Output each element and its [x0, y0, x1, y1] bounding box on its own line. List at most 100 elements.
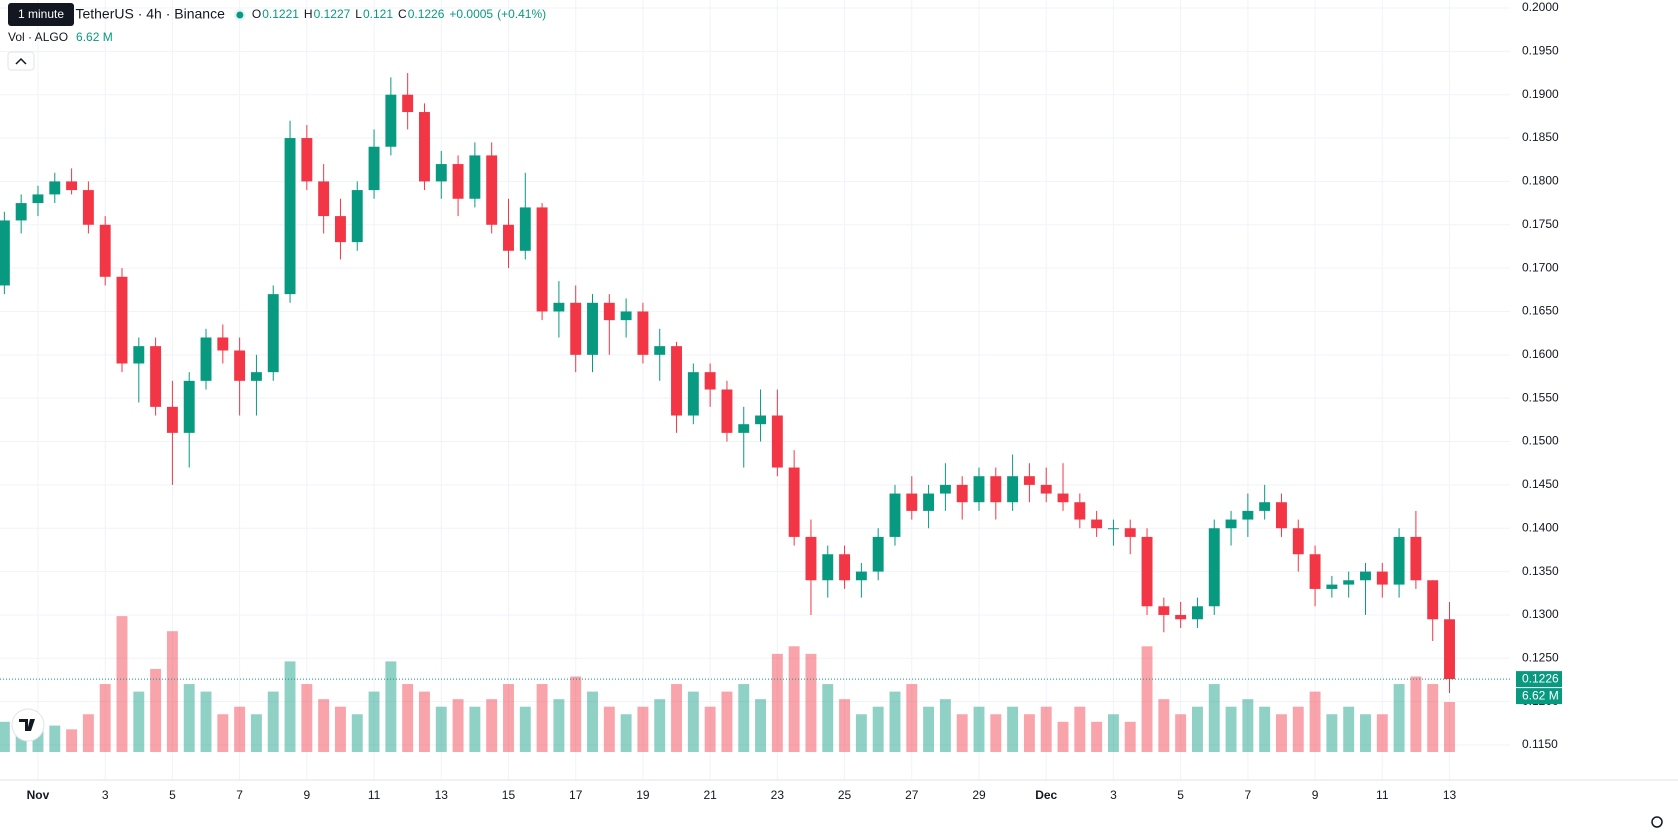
candle-body	[469, 155, 481, 199]
candle-body	[0, 220, 10, 286]
candle-body	[973, 476, 985, 503]
candle-body	[1007, 476, 1019, 503]
volume-bar	[200, 691, 212, 752]
candle-body	[435, 164, 447, 182]
candle-body	[1393, 536, 1405, 585]
y-tick-label: 0.1150	[1522, 737, 1558, 751]
x-tick-label: Dec	[1035, 788, 1057, 802]
candle-body	[620, 311, 632, 321]
volume-bar	[570, 676, 582, 752]
volume-bar	[82, 714, 94, 752]
candle-body	[822, 554, 834, 581]
volume-bar	[755, 699, 767, 752]
x-tick-label: 7	[1245, 788, 1252, 802]
volume-bar	[973, 706, 985, 752]
volume-bar	[519, 706, 531, 752]
candle-body	[301, 138, 313, 182]
ohlc-value: 0.1226	[408, 7, 445, 21]
x-tick-label: 17	[569, 788, 583, 802]
y-tick-label: 0.1900	[1522, 87, 1559, 101]
volume-bar	[99, 684, 111, 752]
volume-bar	[603, 706, 615, 752]
y-tick-label: 0.1500	[1522, 434, 1559, 448]
volume-bar	[620, 714, 632, 752]
volume-bar	[1225, 706, 1237, 752]
candle-body	[66, 181, 78, 191]
volume-bar	[805, 653, 817, 752]
ohlc-key: L	[355, 7, 362, 21]
volume-bar	[250, 714, 262, 752]
candle-body	[687, 372, 699, 416]
candle-body	[1074, 502, 1086, 520]
volume-bar	[956, 714, 968, 752]
y-tick-label: 0.1750	[1522, 217, 1559, 231]
x-tick-label: 15	[502, 788, 516, 802]
volume-bar	[1023, 714, 1035, 752]
x-tick-label: Nov	[27, 788, 50, 802]
volume-bar	[1074, 706, 1086, 752]
volume-bar	[1376, 714, 1388, 752]
candle-body	[839, 554, 851, 581]
volume-bar	[1343, 706, 1355, 752]
candle-body	[217, 337, 229, 351]
collapse-icon	[15, 57, 27, 65]
volume-bar	[771, 653, 783, 752]
volume-bar	[351, 714, 363, 752]
candle-body	[334, 216, 346, 243]
candle-body	[1326, 584, 1338, 589]
header: Algorand / TetherUS · 4h · Binance O 0.122…	[8, 3, 546, 44]
candle-body	[889, 493, 901, 537]
candle-body	[503, 224, 514, 251]
logo-mark	[19, 719, 35, 731]
candle-body	[788, 467, 800, 537]
candle-body	[587, 302, 598, 355]
y-tick-label: 0.1950	[1522, 44, 1559, 58]
volume	[0, 616, 1455, 752]
candle-body	[1091, 519, 1103, 529]
y-tick-label: 0.2000	[1522, 0, 1559, 14]
tooltip-text: 1 minute	[18, 7, 64, 21]
volume-bar	[452, 699, 464, 752]
volume-bar	[234, 706, 246, 752]
volume-bar	[1040, 706, 1052, 752]
candle-body	[738, 424, 750, 433]
volume-bar	[855, 714, 867, 752]
x-tick-label: 23	[771, 788, 785, 802]
volume-bar	[1107, 714, 1119, 752]
volume-bar	[822, 684, 834, 752]
candle-body	[486, 155, 498, 225]
x-tick-label: 9	[303, 788, 310, 802]
candle-body	[855, 571, 867, 581]
candle-body	[183, 380, 195, 433]
candle-body	[519, 207, 531, 251]
settings-icon[interactable]	[1651, 816, 1663, 828]
volume-tag	[1516, 688, 1562, 705]
candle-body	[906, 493, 918, 511]
candle-body	[1427, 580, 1439, 620]
volume-bar	[1091, 721, 1103, 752]
ohlc-key: C	[398, 7, 407, 21]
x-tick-label: 25	[838, 788, 852, 802]
volume-bar	[49, 725, 61, 752]
volume-bar	[1410, 676, 1422, 752]
volume-bar	[1444, 702, 1455, 752]
candle-body	[990, 476, 1002, 503]
volume-bar	[1292, 706, 1304, 752]
x-tick-label: 13	[1443, 788, 1457, 802]
volume-bar	[486, 699, 498, 752]
volume-bar	[0, 721, 10, 752]
change: +0.0005	[449, 7, 493, 21]
volume-bar	[906, 684, 918, 752]
volume-bar	[738, 684, 750, 752]
candle-body	[536, 207, 548, 312]
collapse-button[interactable]	[7, 51, 35, 71]
candle-body	[133, 346, 145, 364]
candle-body	[419, 112, 430, 182]
candle-body	[318, 181, 330, 217]
candle-body	[402, 94, 414, 113]
volume-bar	[1326, 714, 1338, 752]
x-tick-label: 11	[1376, 788, 1389, 802]
volume-bar	[133, 691, 145, 752]
